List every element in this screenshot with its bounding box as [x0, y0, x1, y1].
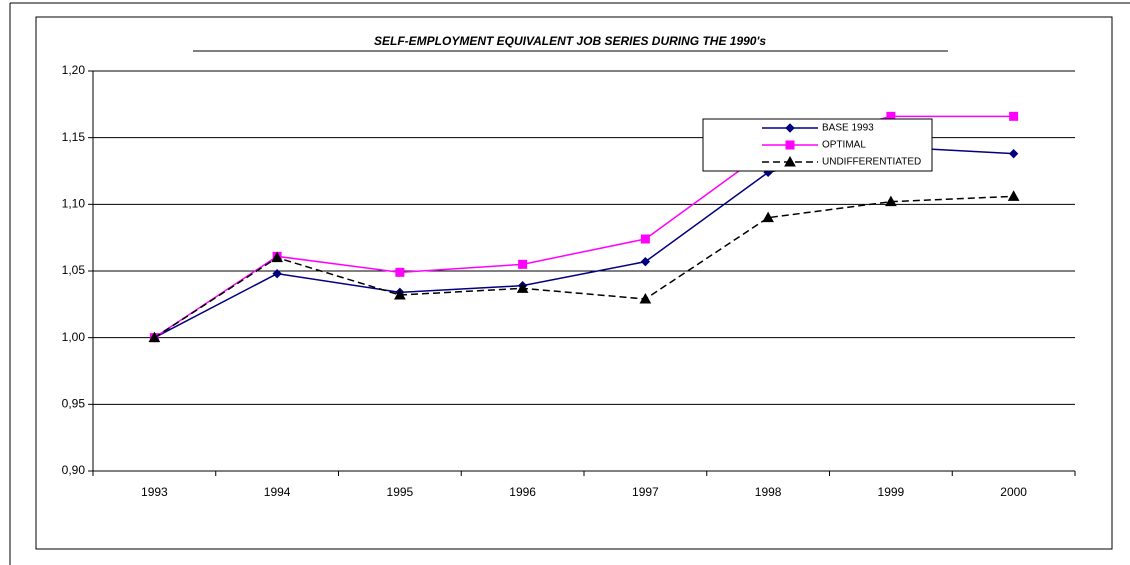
series-line: [153, 195, 1014, 339]
legend-label: UNDIFFERENTIATED: [822, 157, 921, 168]
x-tick-label: 1997: [632, 485, 659, 499]
marker: [272, 268, 282, 279]
y-tick-label: 1,05: [62, 263, 86, 277]
marker: [1009, 111, 1019, 121]
x-tick-label: 1998: [755, 485, 782, 499]
marker: [762, 211, 774, 223]
y-tick-label: 0,95: [62, 397, 86, 411]
marker: [640, 234, 650, 244]
x-tick-label: 2000: [1000, 485, 1027, 499]
marker: [885, 195, 897, 207]
marker: [785, 123, 795, 133]
marker: [518, 259, 528, 269]
legend-label: BASE 1993: [822, 123, 874, 134]
chart-frame: [35, 16, 1113, 550]
marker: [1008, 148, 1019, 159]
marker: [395, 267, 405, 277]
y-tick-label: 1,10: [62, 197, 86, 211]
x-tick-label: 1994: [264, 485, 291, 499]
marker: [271, 251, 283, 263]
chart-title: SELF-EMPLOYMENT EQUIVALENT JOB SERIES DU…: [374, 34, 766, 48]
marker: [1007, 190, 1020, 201]
series-line: [154, 146, 1014, 339]
y-tick-label: 1,15: [62, 130, 86, 144]
marker: [148, 331, 161, 343]
marker: [784, 155, 796, 167]
y-tick-label: 0,90: [62, 463, 86, 477]
marker: [785, 140, 795, 150]
x-tick-label: 1993: [141, 485, 168, 499]
marker: [639, 292, 652, 304]
x-tick-label: 1999: [878, 485, 905, 499]
marker: [394, 288, 406, 300]
y-tick-label: 1,20: [62, 63, 86, 77]
x-tick-label: 1996: [509, 485, 536, 499]
y-tick-label: 1,00: [62, 330, 86, 344]
x-tick-label: 1995: [387, 485, 414, 499]
marker: [640, 256, 651, 267]
marker: [516, 282, 529, 293]
legend-label: OPTIMAL: [822, 140, 866, 151]
